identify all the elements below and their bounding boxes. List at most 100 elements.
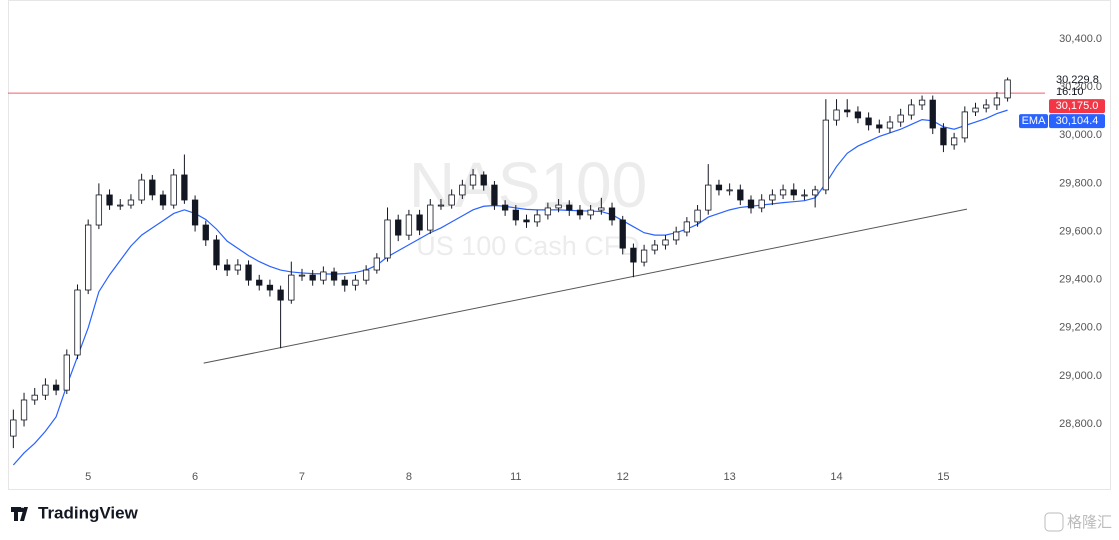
candle-body <box>106 194 113 206</box>
candle-body <box>491 184 498 206</box>
candle-body <box>395 219 402 236</box>
candle-body <box>85 224 92 291</box>
candle-body <box>790 189 797 196</box>
candle-body <box>854 111 862 119</box>
candle-body <box>886 121 894 129</box>
candle-body <box>149 179 156 196</box>
x-tick-label: 11 <box>510 471 521 483</box>
candle-body <box>544 207 552 216</box>
candle-body <box>352 279 359 286</box>
x-tick-label: 7 <box>299 471 305 483</box>
candle-body <box>737 189 744 201</box>
candle-body <box>918 99 926 106</box>
candle-body <box>256 279 263 286</box>
ema-value-box <box>1049 114 1105 129</box>
candle-body <box>138 179 145 201</box>
candle-body <box>320 271 327 281</box>
y-tick-label: 30,200.0 <box>1059 81 1102 93</box>
candle-body <box>576 209 584 216</box>
ema-value-label: 30,104.4 <box>1056 115 1099 127</box>
candle-body <box>566 204 573 211</box>
candle-body <box>127 199 135 206</box>
candle-body <box>758 199 765 209</box>
ema-name-box <box>1019 114 1048 129</box>
candle-body <box>940 127 947 146</box>
candle-body <box>277 289 284 301</box>
y-tick-label: 29,200.0 <box>1059 322 1102 334</box>
ema-line <box>12 109 1008 466</box>
candle-body <box>213 239 220 266</box>
x-tick-label: 15 <box>937 471 949 483</box>
candle-body <box>309 274 316 281</box>
candle-body <box>897 114 904 123</box>
x-tick-label: 12 <box>617 471 629 483</box>
candle-body <box>683 221 691 233</box>
candle-body <box>384 219 391 259</box>
tv-logo-icon <box>11 507 28 521</box>
candle-body <box>779 189 787 196</box>
candle-body <box>191 199 199 226</box>
candle-body <box>245 264 252 281</box>
candle-body <box>662 239 669 246</box>
candle-body <box>181 174 188 201</box>
candle-body <box>202 224 209 241</box>
candle-body <box>769 194 776 201</box>
candle-body <box>801 194 808 197</box>
candle-body <box>501 204 509 211</box>
candle-body <box>469 174 477 186</box>
x-tick-label: 14 <box>830 471 842 483</box>
candle-body <box>95 194 103 226</box>
candle-body <box>630 247 637 263</box>
candle-body <box>608 207 616 221</box>
watermark-icon <box>1044 512 1064 532</box>
y-tick-label: 29,600.0 <box>1059 225 1102 237</box>
candle-body <box>224 264 231 271</box>
candle-body <box>266 284 274 291</box>
brand-logo: TradingView <box>38 503 139 522</box>
candle-body <box>961 111 968 139</box>
candle-body <box>117 204 124 207</box>
candle-body <box>427 204 434 231</box>
ema-name: EMA <box>1022 115 1047 127</box>
candle-body <box>555 204 562 209</box>
candle-body <box>341 279 348 286</box>
watermark-description: US 100 Cash CFD <box>416 231 640 261</box>
candle-body <box>833 109 840 121</box>
candle-body <box>598 207 605 211</box>
trend-line <box>203 208 968 364</box>
candle-body <box>844 109 851 113</box>
candle-body <box>715 184 723 191</box>
y-tick-label: 30,400.0 <box>1059 33 1102 45</box>
candle-body <box>908 104 915 116</box>
candle-body <box>726 189 733 192</box>
y-tick-label: 29,400.0 <box>1059 274 1102 286</box>
candle-body <box>405 214 413 236</box>
candle-body <box>640 249 648 263</box>
candle-body <box>330 271 338 281</box>
candle-body <box>1004 79 1011 99</box>
candle-body <box>63 354 70 391</box>
candle-body <box>288 274 295 301</box>
candle-body <box>523 219 530 223</box>
candle-body <box>747 199 755 209</box>
level-price-label: 30,175.0 <box>1056 100 1099 112</box>
candle-body <box>170 174 177 206</box>
candle-body <box>373 257 380 271</box>
candle-body <box>298 274 306 277</box>
candle-body <box>673 231 680 241</box>
candle-body <box>448 194 455 206</box>
candle-body <box>694 209 701 223</box>
candle-body <box>459 184 466 196</box>
candle-body <box>993 97 1001 106</box>
candle-body <box>416 214 423 231</box>
x-tick-label: 8 <box>406 471 412 483</box>
candle-body <box>651 244 658 251</box>
bar-countdown: 16:10 <box>1056 86 1084 98</box>
candle-body <box>972 107 979 113</box>
candle-body <box>437 204 445 207</box>
last-price-label: 30,229.8 <box>1056 74 1099 86</box>
candle-body <box>480 174 487 186</box>
candle-body <box>52 384 60 391</box>
x-tick-label: 6 <box>192 471 198 483</box>
